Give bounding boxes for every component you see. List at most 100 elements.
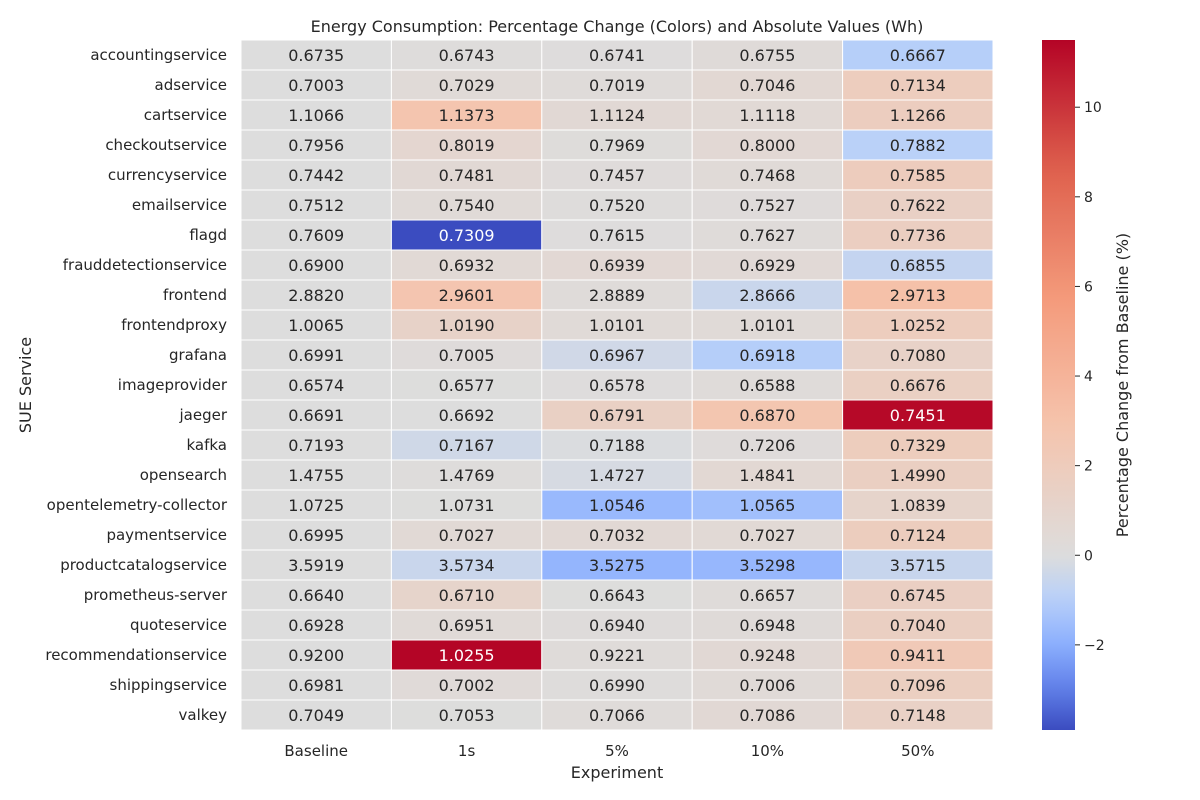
heatmap-cell [691,99,844,131]
chart-title: Energy Consumption: Percentage Change (C… [311,17,924,36]
cell-value-label: 0.7027 [739,526,795,545]
cell-value-label: 0.7096 [890,676,946,695]
colorbar-tick-label: 0 [1084,548,1093,564]
cell-value-label: 0.7615 [589,226,645,245]
cell-value-label: 1.0190 [439,316,495,335]
heatmap-cell [541,699,693,731]
heatmap-cell [390,699,543,731]
heatmap-cell [541,39,693,71]
cell-value-label: 3.5275 [589,556,645,575]
heatmap-cell [240,249,392,281]
cell-value-label: 0.7627 [739,226,795,245]
cell-value-label: 0.7442 [288,166,344,185]
heatmap-cell [390,99,543,131]
heatmap-cell [691,429,844,461]
cell-value-label: 3.5919 [288,556,344,575]
column-label: 5% [605,742,629,760]
heatmap-cell [390,669,543,701]
row-label: grafana [169,346,227,364]
cell-value-label: 0.6940 [589,616,645,635]
cell-value-label: 1.1266 [890,106,946,125]
cell-value-label: 1.0839 [890,496,946,515]
heatmap-cell [842,399,994,431]
heatmap-cell [842,609,994,641]
heatmap-cell [240,69,392,101]
row-label: emailservice [132,196,227,214]
row-label: adservice [155,76,227,94]
heatmap-cell [842,639,994,671]
cell-value-label: 0.6745 [890,586,946,605]
heatmap-cell [842,489,994,521]
column-label: 1s [458,742,476,760]
heatmap-cell [390,309,543,341]
cell-value-label: 2.8889 [589,286,645,305]
cell-value-label: 3.5298 [739,556,795,575]
heatmap-cell [541,489,693,521]
heatmap-cell [240,519,392,551]
heatmap-cell [541,549,693,581]
cell-value-label: 0.7481 [439,166,495,185]
heatmap-cell [842,129,994,161]
colorbar-tick-label: 10 [1084,100,1102,116]
heatmap-cell [240,339,392,371]
heatmap-cell [240,219,392,251]
heatmap-cell [240,369,392,401]
heatmap-cell [390,159,543,191]
cell-value-label: 0.6676 [890,376,946,395]
cell-value-label: 0.8019 [439,136,495,155]
cell-value-label: 0.6928 [288,616,344,635]
column-labels: Baseline 1s 5% 10% 50% [284,742,934,760]
cell-value-label: 0.7040 [890,616,946,635]
column-label: Baseline [284,742,348,760]
cell-value-label: 0.7148 [890,706,946,725]
heatmap-cell [842,189,994,221]
colorbar-label: Percentage Change from Baseline (%) [1113,233,1132,537]
cell-value-label: 0.6741 [589,46,645,65]
cell-value-label: 1.0252 [890,316,946,335]
row-label: recommendationservice [45,646,227,664]
x-axis-label: Experiment [571,763,663,782]
cell-value-label: 0.6991 [288,346,344,365]
cell-value-label: 0.7188 [589,436,645,455]
cell-value-label: 0.7540 [439,196,495,215]
heatmap-cell-labels: 0.6735 0.6743 0.6741 0.6755 0.6667 0.7003 0.70… [288,46,946,725]
cell-value-label: 1.1373 [439,106,495,125]
cell-value-label: 1.0725 [288,496,344,515]
row-label: opensearch [140,466,227,484]
heatmap-cell [541,519,693,551]
row-label: imageprovider [118,376,228,394]
cell-value-label: 0.7027 [439,526,495,545]
cell-value-label: 0.9411 [890,646,946,665]
cell-value-label: 0.7086 [739,706,795,725]
heatmap-cell [842,429,994,461]
cell-value-label: 2.9713 [890,286,946,305]
cell-value-label: 0.7527 [739,196,795,215]
heatmap-cell [691,189,844,221]
cell-value-label: 1.4755 [288,466,344,485]
heatmap-cell [691,249,844,281]
heatmap-cell [842,459,994,491]
heatmap-cell [390,519,543,551]
cell-value-label: 2.8820 [288,286,344,305]
colorbar-ticks: −2 0 2 4 6 8 10 [1075,100,1105,654]
cell-value-label: 0.6643 [589,586,645,605]
cell-value-label: 1.4841 [739,466,795,485]
cell-value-label: 1.4727 [589,466,645,485]
cell-value-label: 0.7032 [589,526,645,545]
cell-value-label: 0.7736 [890,226,946,245]
cell-value-label: 0.6900 [288,256,344,275]
cell-value-label: 0.6791 [589,406,645,425]
heatmap-cell [390,429,543,461]
heatmap-cell [390,249,543,281]
heatmap-cell [390,129,543,161]
cell-value-label: 0.8000 [739,136,795,155]
cell-value-label: 0.7080 [890,346,946,365]
row-label: frauddetectionservice [63,256,227,274]
heatmap-cell [691,129,844,161]
row-label: cartservice [144,106,227,124]
row-label: accountingservice [90,46,227,64]
cell-value-label: 1.0565 [739,496,795,515]
cell-value-label: 0.7002 [439,676,495,695]
cell-value-label: 0.7329 [890,436,946,455]
